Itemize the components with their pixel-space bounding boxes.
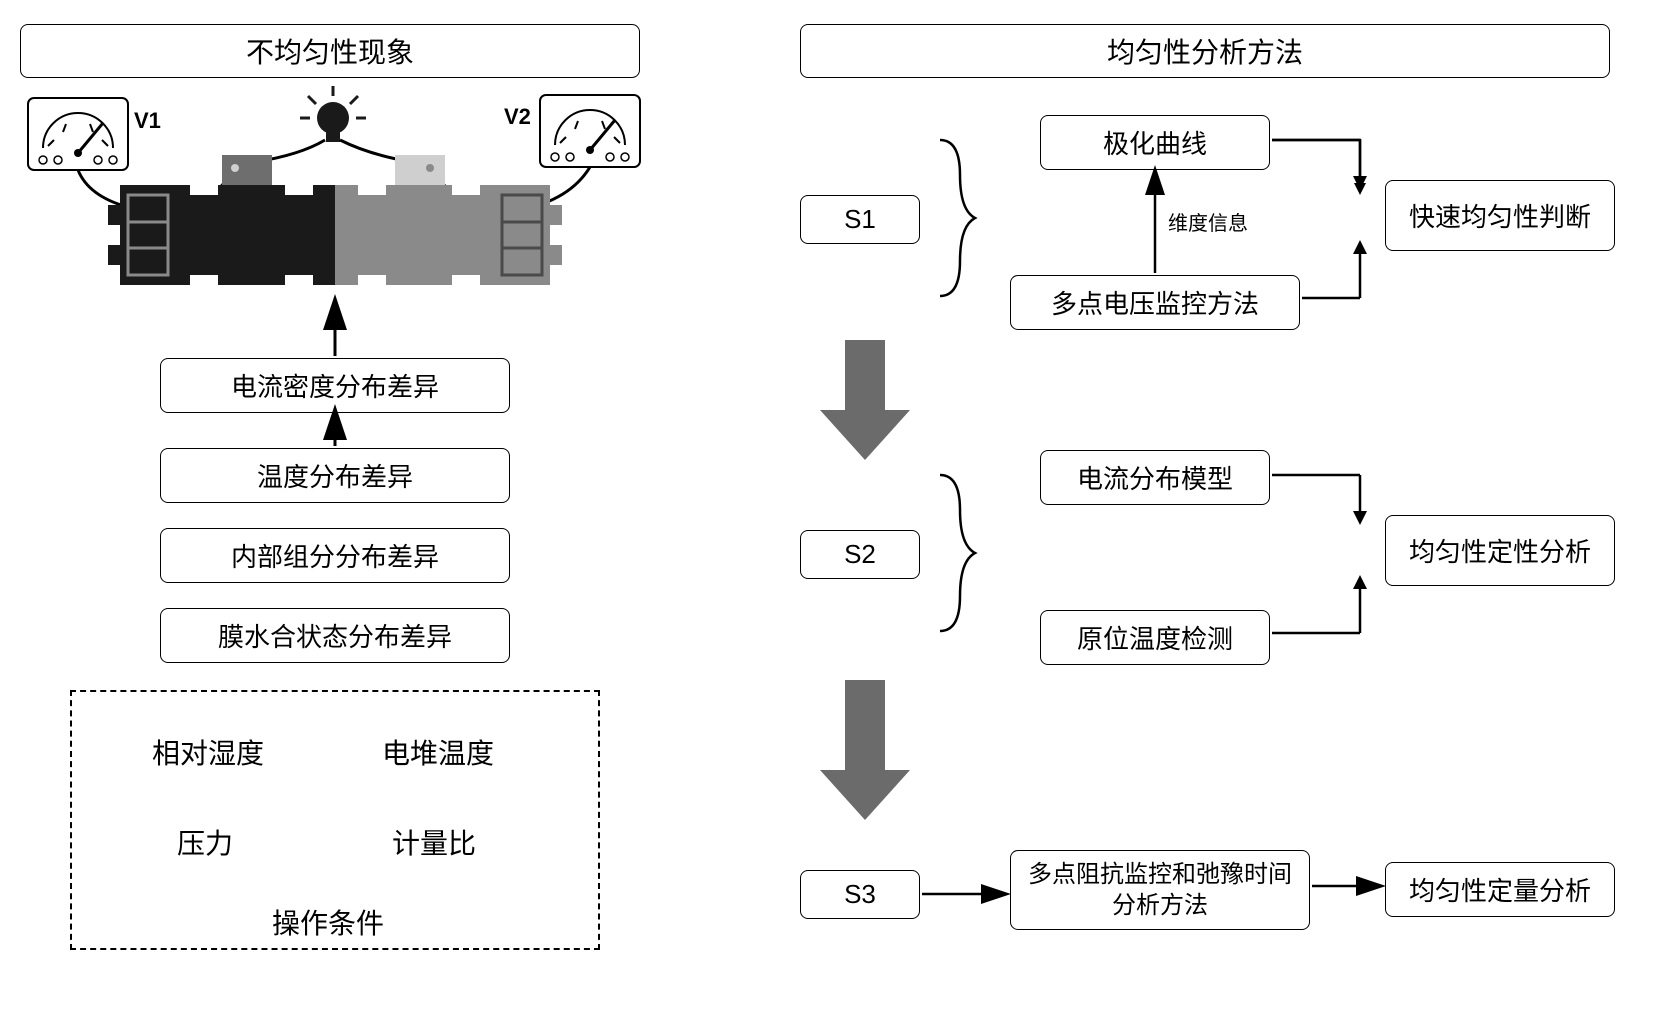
s3-mid: 多点阻抗监控和弛豫时间分析方法 — [1010, 850, 1310, 930]
s3-out: 均匀性定量分析 — [1385, 862, 1615, 917]
v2-label: V2 — [504, 104, 531, 130]
s1-out: 快速均匀性判断 — [1385, 180, 1615, 251]
s2-bottom: 原位温度检测 — [1040, 610, 1270, 665]
s1-top: 极化曲线 — [1040, 115, 1270, 170]
left-arrows — [0, 0, 760, 700]
cond-item-2: 压力 — [177, 822, 233, 862]
s1-label: S1 — [800, 195, 920, 244]
cond-item-3: 计量比 — [392, 822, 476, 862]
s2-label: S2 — [800, 530, 920, 579]
v1-label: V1 — [134, 108, 161, 134]
fuel-cell-icon — [108, 155, 562, 290]
cond-item-0: 相对湿度 — [152, 732, 264, 772]
s1-mid-label: 维度信息 — [1168, 207, 1248, 236]
s1-bottom: 多点电压监控方法 — [1010, 275, 1300, 330]
cond-caption: 操作条件 — [272, 902, 384, 942]
stack-box-3: 膜水合状态分布差异 — [160, 608, 510, 663]
cond-item-1: 电堆温度 — [382, 732, 494, 772]
stack-box-2: 内部组分分布差异 — [160, 528, 510, 583]
s2-out: 均匀性定性分析 — [1385, 515, 1615, 586]
stack-box-1: 温度分布差异 — [160, 448, 510, 503]
left-title: 不均匀性现象 — [20, 24, 640, 78]
stack-box-0: 电流密度分布差异 — [160, 358, 510, 413]
s3-label: S3 — [800, 870, 920, 919]
s2-top: 电流分布模型 — [1040, 450, 1270, 505]
bulb-icon — [300, 86, 366, 142]
right-title: 均匀性分析方法 — [800, 24, 1610, 78]
conditions-box: 相对湿度 电堆温度 压力 计量比 操作条件 — [70, 690, 600, 950]
